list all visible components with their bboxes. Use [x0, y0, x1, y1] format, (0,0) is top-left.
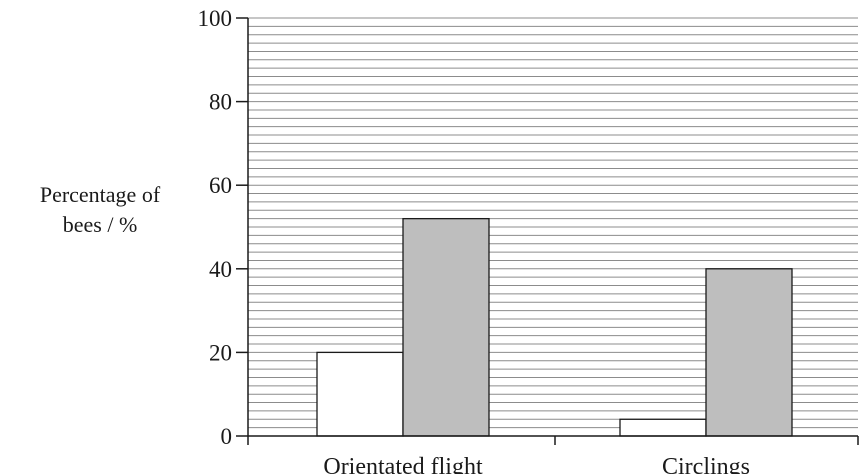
- bar-orientated-flight-series-2: [402, 217, 490, 437]
- y-axis-label-line2: bees / %: [62, 212, 138, 237]
- y-axis-label: Percentage of bees / %: [10, 180, 190, 240]
- bar-orientated-flight-series-1: [316, 351, 404, 437]
- y-axis-label-line1: Percentage of: [39, 182, 161, 207]
- y-tick-label: 0: [221, 424, 233, 449]
- x-category-label: Circlings: [662, 454, 750, 474]
- y-tick-label: 60: [209, 173, 232, 198]
- bar-circlings-series-1: [619, 418, 707, 437]
- y-tick-label: 100: [198, 6, 233, 31]
- y-tick-label: 40: [209, 257, 232, 282]
- y-tick-label: 80: [209, 90, 232, 115]
- x-category-label: Orientated flight: [323, 454, 483, 474]
- tick-labels: 0 20 40 60 80 100 Orientated flight Circlings: [198, 6, 751, 474]
- axes: [236, 17, 859, 445]
- bar-circlings-series-2: [705, 268, 793, 437]
- y-tick-label: 20: [209, 340, 232, 365]
